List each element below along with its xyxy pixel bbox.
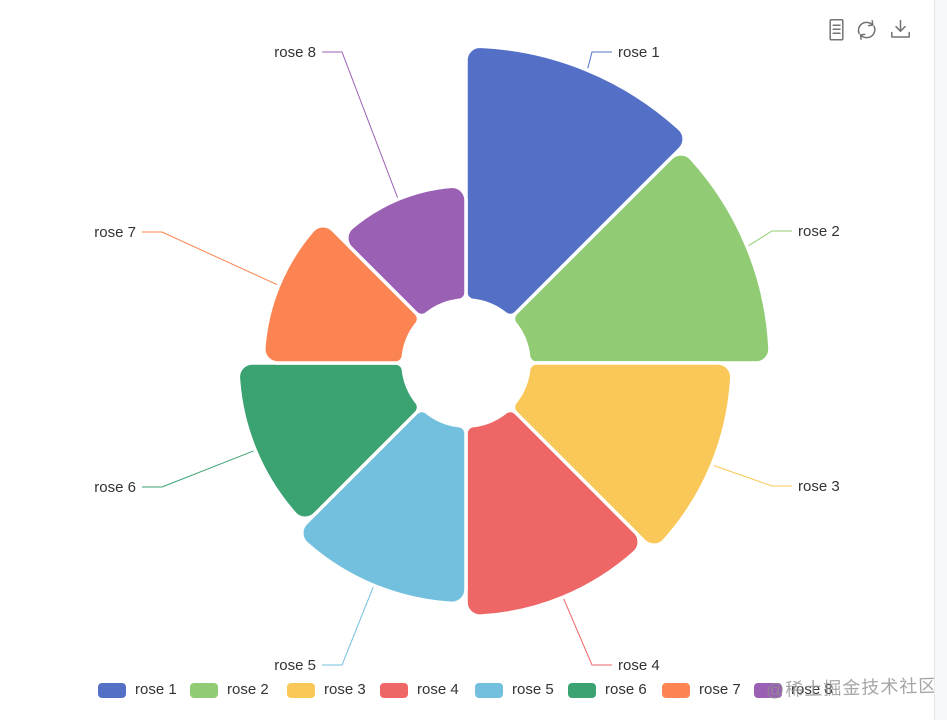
label-line-rose-3 (711, 464, 792, 487)
legend-marker-rose-8 (754, 682, 782, 698)
restore-icon[interactable] (853, 18, 880, 42)
pie-label-rose-5: rose 5 (274, 657, 316, 674)
legend-label-rose-2: rose 2 (227, 681, 269, 698)
pie-sector-rose-1[interactable] (464, 44, 686, 318)
legend-item-rose-1[interactable]: rose 1 (98, 681, 177, 699)
label-line-rose-4 (562, 597, 612, 666)
pie-label-rose-4: rose 4 (618, 657, 660, 674)
legend-item-rose-7[interactable]: rose 7 (662, 681, 741, 699)
label-line-rose-6 (142, 449, 256, 488)
legend-marker-rose-1 (98, 682, 126, 698)
label-line-rose-7 (142, 231, 279, 286)
legend-marker-rose-3 (287, 682, 315, 698)
toolbox (828, 18, 913, 42)
legend-marker-rose-5 (475, 682, 503, 698)
legend-marker-rose-7 (662, 682, 690, 698)
label-line-rose-8 (322, 51, 399, 200)
pie-sector-rose-3[interactable] (511, 361, 734, 547)
legend-label-rose-7: rose 7 (699, 681, 741, 698)
label-line-rose-1 (586, 51, 612, 71)
legend-item-rose-8[interactable]: rose 8 (754, 681, 833, 699)
label-line-rose-5 (322, 585, 375, 666)
legend-item-rose-4[interactable]: rose 4 (380, 681, 459, 699)
legend-label-rose-5: rose 5 (512, 681, 554, 698)
legend-label-rose-8: rose 8 (791, 681, 833, 698)
legend-label-rose-6: rose 6 (605, 681, 647, 698)
legend-label-rose-4: rose 4 (417, 681, 459, 698)
save-as-image-icon[interactable] (888, 18, 913, 42)
legend-marker-rose-2 (190, 682, 218, 698)
data-view-icon[interactable] (828, 18, 845, 42)
pie-sector-rose-7[interactable] (262, 224, 421, 365)
scrollbar-track[interactable] (934, 0, 947, 720)
pie-label-rose-8: rose 8 (274, 44, 316, 61)
pie-label-rose-3: rose 3 (798, 478, 840, 495)
pie-sector-rose-4[interactable] (464, 408, 641, 618)
label-line-rose-2 (746, 230, 792, 247)
pie-sector-rose-8[interactable] (345, 184, 468, 318)
pie-sector-rose-2[interactable] (511, 152, 772, 365)
legend-item-rose-3[interactable]: rose 3 (287, 681, 366, 699)
pie-label-rose-7: rose 7 (94, 224, 136, 241)
pie-label-rose-2: rose 2 (798, 223, 840, 240)
pie-sector-rose-5[interactable] (300, 408, 468, 606)
legend-item-rose-5[interactable]: rose 5 (475, 681, 554, 699)
pie-sector-rose-6[interactable] (236, 361, 421, 520)
legend-item-rose-2[interactable]: rose 2 (190, 681, 269, 699)
legend-marker-rose-4 (380, 682, 408, 698)
legend-label-rose-1: rose 1 (135, 681, 177, 698)
legend-marker-rose-6 (568, 682, 596, 698)
legend-item-rose-6[interactable]: rose 6 (568, 681, 647, 699)
pie-label-rose-1: rose 1 (618, 44, 660, 61)
legend-label-rose-3: rose 3 (324, 681, 366, 698)
pie-label-rose-6: rose 6 (94, 479, 136, 496)
